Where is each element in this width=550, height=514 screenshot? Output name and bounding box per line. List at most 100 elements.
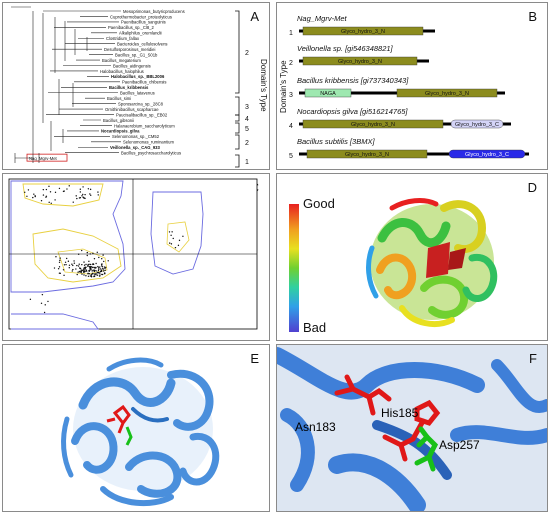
domain-row-index: 5 (289, 153, 293, 160)
rama-point (101, 263, 103, 265)
rama-point (95, 262, 97, 265)
rama-point (101, 273, 104, 276)
ramachandran-plot (8, 178, 258, 330)
rama-allowed-region-left (10, 180, 126, 293)
rama-point (82, 186, 84, 188)
rama-point (40, 200, 43, 202)
tree-taxon-label: Bacillus_aidingensis (113, 63, 151, 68)
rama-point (89, 266, 92, 268)
rama-point (76, 264, 78, 267)
rama-point (62, 269, 65, 271)
rama-point (104, 269, 106, 272)
rama-points (24, 185, 184, 314)
rama-point (83, 264, 86, 266)
domain-type-bracket (235, 154, 240, 168)
protein-domain (448, 149, 526, 159)
rama-point (89, 193, 91, 195)
protein-domain-label: Glyco_hydro_3_N (425, 91, 469, 97)
rama-point (90, 268, 92, 271)
domain-type-bracket (235, 10, 240, 94)
rama-point (79, 188, 82, 190)
panel-b-label: B (528, 9, 537, 24)
residue-label-his185: His185 (381, 406, 419, 420)
panel-b-domain-architecture: B Domain's Type Nag_Mgrv-Met 1 Glyco_hydro_… (276, 2, 548, 170)
rama-favored-contour-core (32, 228, 122, 283)
rama-point (73, 260, 75, 262)
tree-taxon-label: Bacteroides_cellulosolvens (117, 42, 168, 47)
domain-type-bracket-label: 2 (245, 50, 249, 57)
rama-point (40, 302, 43, 304)
rama-point (98, 268, 100, 270)
rama-point (71, 263, 73, 265)
rama-point (88, 270, 91, 272)
rama-point (24, 191, 26, 193)
rama-point (42, 194, 45, 196)
rama-point (72, 201, 74, 203)
protein-domain-label: Glyco_hydro_3_C (465, 152, 509, 158)
tree-taxon-label: Ornithinibacillus_scapharcae (105, 107, 159, 112)
rama-point (57, 268, 60, 270)
quality-legend-good: Good (303, 196, 335, 211)
tree-taxon-label: Sporosarcina_sp._28C8 (118, 101, 164, 106)
rama-point (168, 231, 171, 233)
rama-point (77, 265, 80, 267)
rama-point (182, 235, 184, 237)
domain-row-index: 4 (289, 123, 293, 130)
rama-point (53, 267, 56, 269)
rama-point (88, 273, 90, 275)
rama-point (83, 261, 85, 263)
highlight-taxon-box (26, 153, 68, 162)
rama-point (85, 269, 88, 272)
rama-point (92, 252, 94, 254)
residue-label-asp257: Asp257 (439, 438, 480, 452)
rama-point (67, 260, 70, 262)
rama-point (98, 267, 100, 269)
protein-domain-label: Glyco_hydro_3_N (341, 29, 385, 35)
rama-point (55, 256, 57, 258)
tree-taxon-label: Halanaerobium_saccharolyticum (114, 123, 175, 128)
rama-point (47, 300, 49, 303)
rama-favored-contour-upper (22, 183, 104, 207)
rama-point (97, 191, 99, 193)
tree-taxon-label: Halobacillus_sp._BBL2006 (111, 74, 165, 79)
protein-domain (302, 56, 418, 66)
protein-domain-label: Glyco_hydro_3_N (345, 152, 389, 158)
protein-domain (396, 88, 498, 98)
rama-allowed-region-right (150, 191, 204, 275)
rama-point (96, 274, 99, 276)
protein-domain-label: NAGA (320, 91, 336, 97)
rama-point (92, 269, 94, 271)
rama-point (49, 191, 52, 193)
tree-taxon-label: Desulfosporosinus_meridiei (104, 47, 156, 52)
protein-domain (304, 88, 352, 98)
rama-point (103, 260, 105, 263)
tree-taxon-label: Paucisalibacillus_sp._EB02 (116, 112, 168, 117)
rama-point (79, 197, 82, 199)
rama-point (87, 188, 90, 190)
rama-point (178, 239, 181, 242)
rama-point (102, 254, 104, 256)
rama-point (90, 194, 92, 196)
panel-e-structure-active-site: E (2, 344, 270, 512)
rama-point (170, 234, 172, 236)
rama-point (85, 263, 87, 266)
tree-taxon-label: Selenomonas_sp._CM52 (112, 134, 160, 139)
rama-point (103, 272, 106, 274)
protein-name: Nocardiopsis gilva [gi516214765] (297, 107, 408, 116)
rama-point (75, 195, 77, 197)
rama-point (171, 231, 173, 233)
rama-point (95, 272, 97, 275)
panel-d-structure-quality: D Good Bad (276, 173, 548, 341)
rama-point (54, 199, 56, 201)
tree-taxon-label: Alkaliphilus_oremlandii (119, 31, 162, 36)
tree-taxon-label: Bacillus_simi (107, 96, 131, 101)
rama-point (73, 262, 76, 264)
rama-point (88, 260, 90, 263)
rama-point (87, 275, 90, 277)
rama-point (72, 264, 74, 267)
rama-point (59, 272, 61, 275)
protein-name: Nag_Mgrv-Met (297, 14, 348, 23)
domain-type-bracket (235, 122, 240, 134)
domain-row-index: 2 (289, 60, 293, 67)
rama-point (90, 276, 93, 278)
